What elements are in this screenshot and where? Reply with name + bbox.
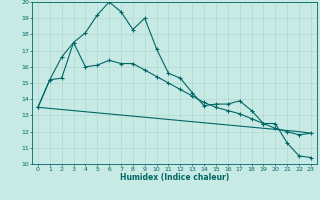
X-axis label: Humidex (Indice chaleur): Humidex (Indice chaleur)	[120, 173, 229, 182]
